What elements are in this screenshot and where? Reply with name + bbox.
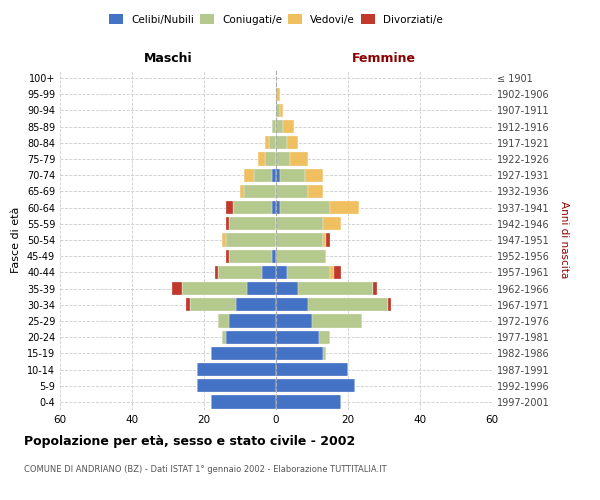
- Bar: [272, 120, 276, 134]
- Bar: [276, 379, 355, 392]
- Bar: [247, 282, 276, 295]
- Bar: [276, 120, 283, 134]
- Bar: [276, 314, 312, 328]
- Bar: [276, 363, 348, 376]
- Bar: [258, 152, 265, 166]
- Bar: [182, 282, 247, 295]
- Bar: [276, 104, 280, 117]
- Bar: [244, 168, 254, 182]
- Bar: [287, 136, 298, 149]
- Bar: [265, 152, 276, 166]
- Bar: [254, 168, 272, 182]
- Bar: [215, 266, 218, 279]
- Bar: [244, 185, 276, 198]
- Bar: [236, 298, 276, 312]
- Bar: [272, 168, 276, 182]
- Bar: [276, 396, 341, 408]
- Bar: [276, 282, 298, 295]
- Bar: [222, 330, 226, 344]
- Bar: [373, 282, 377, 295]
- Bar: [226, 217, 229, 230]
- Bar: [334, 266, 341, 279]
- Bar: [272, 250, 276, 263]
- Bar: [326, 234, 330, 246]
- Bar: [280, 201, 330, 214]
- Bar: [229, 217, 276, 230]
- Bar: [226, 201, 233, 214]
- Text: Popolazione per età, sesso e stato civile - 2002: Popolazione per età, sesso e stato civil…: [24, 435, 355, 448]
- Bar: [298, 282, 373, 295]
- Bar: [280, 168, 305, 182]
- Bar: [276, 152, 290, 166]
- Bar: [218, 314, 229, 328]
- Text: Maschi: Maschi: [143, 52, 193, 65]
- Bar: [276, 88, 280, 101]
- Bar: [287, 266, 330, 279]
- Bar: [276, 298, 308, 312]
- Bar: [197, 363, 276, 376]
- Bar: [226, 250, 229, 263]
- Bar: [233, 201, 272, 214]
- Bar: [262, 266, 276, 279]
- Text: Femmine: Femmine: [352, 52, 416, 65]
- Bar: [276, 250, 326, 263]
- Bar: [222, 234, 226, 246]
- Bar: [229, 314, 276, 328]
- Bar: [276, 136, 287, 149]
- Bar: [186, 298, 190, 312]
- Bar: [211, 346, 276, 360]
- Bar: [388, 298, 391, 312]
- Bar: [276, 201, 280, 214]
- Bar: [190, 298, 236, 312]
- Bar: [226, 234, 276, 246]
- Bar: [280, 104, 283, 117]
- Bar: [276, 217, 323, 230]
- Legend: Celibi/Nubili, Coniugati/e, Vedovi/e, Divorziati/e: Celibi/Nubili, Coniugati/e, Vedovi/e, Di…: [105, 10, 447, 29]
- Bar: [197, 379, 276, 392]
- Bar: [323, 346, 326, 360]
- Bar: [229, 250, 272, 263]
- Bar: [172, 282, 182, 295]
- Bar: [276, 168, 280, 182]
- Bar: [276, 330, 319, 344]
- Bar: [272, 201, 276, 214]
- Bar: [276, 234, 323, 246]
- Bar: [211, 396, 276, 408]
- Bar: [323, 234, 326, 246]
- Bar: [308, 298, 388, 312]
- Y-axis label: Anni di nascita: Anni di nascita: [559, 202, 569, 278]
- Bar: [218, 266, 262, 279]
- Bar: [276, 185, 308, 198]
- Bar: [276, 346, 323, 360]
- Bar: [269, 136, 276, 149]
- Bar: [276, 266, 287, 279]
- Y-axis label: Fasce di età: Fasce di età: [11, 207, 21, 273]
- Bar: [323, 217, 341, 230]
- Bar: [290, 152, 308, 166]
- Text: COMUNE DI ANDRIANO (BZ) - Dati ISTAT 1° gennaio 2002 - Elaborazione TUTTITALIA.I: COMUNE DI ANDRIANO (BZ) - Dati ISTAT 1° …: [24, 465, 386, 474]
- Bar: [319, 330, 330, 344]
- Bar: [240, 185, 244, 198]
- Bar: [330, 266, 334, 279]
- Bar: [265, 136, 269, 149]
- Bar: [226, 330, 276, 344]
- Bar: [283, 120, 294, 134]
- Bar: [305, 168, 323, 182]
- Bar: [312, 314, 362, 328]
- Bar: [330, 201, 359, 214]
- Bar: [308, 185, 323, 198]
